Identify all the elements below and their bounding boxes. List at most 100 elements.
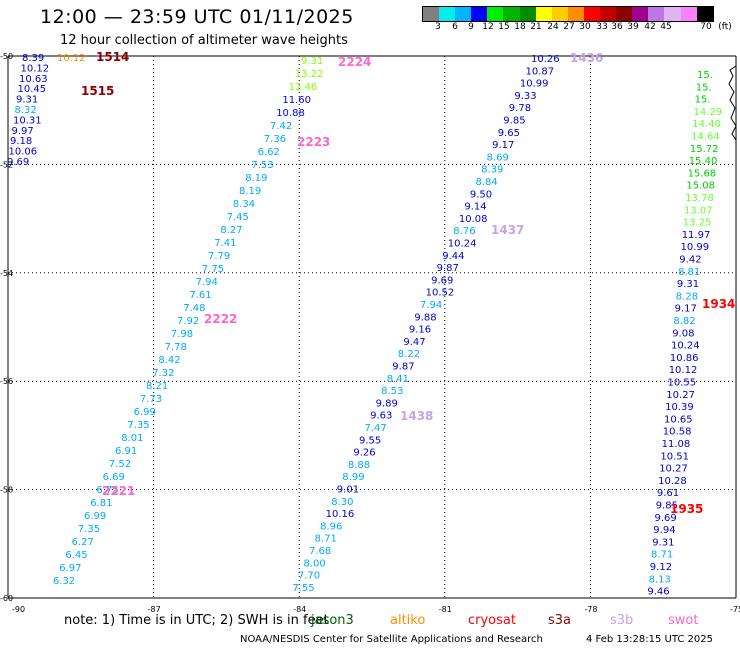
wave-height-value: 9.78 [509,103,531,114]
wave-height-value: 15.40 [689,156,718,167]
wave-height-value: 10.28 [658,476,687,487]
wave-height-value: 8.99 [342,472,364,483]
footer-note: note: 1) Time is in UTC; 2) SWH is in fe… [64,613,329,628]
color-scale-label: 39 [627,22,639,32]
wave-height-value: 8.39 [481,165,503,176]
wave-height-value: 10.65 [664,414,693,425]
wave-height-value: 6.99 [84,511,106,522]
color-scale-swatch [439,7,456,21]
wave-height-value: 6.75 [96,485,118,496]
wave-height-value: 9.87 [437,263,459,274]
color-scale-label: 15 [498,22,510,32]
wave-height-value: 7.98 [171,329,193,340]
wave-height-value: 10.27 [659,464,688,475]
wave-height-value: 7.47 [365,423,387,434]
wave-height-value: 9.18 [10,136,32,147]
wave-height-value: 7.45 [227,212,249,223]
color-scale-swatch [680,7,697,21]
color-scale-label: 36 [611,22,623,32]
wave-height-value: 8.76 [453,226,475,237]
wave-height-value: 9.33 [514,91,536,102]
wave-height-value: 8.27 [220,225,242,236]
pass-labels: 1514 1515 2224 2223 2222 2221 1436 1437 1438 1934… [81,50,735,516]
wave-height-value: 8.22 [398,349,420,360]
wave-height-value: 11.08 [662,439,691,450]
wave-height-value: 6.99 [134,407,156,418]
wave-height-value: 10.51 [660,451,689,462]
wave-height-value: 7.36 [264,134,286,145]
color-scale-label: 12 [482,22,494,32]
wave-height-value: 6.62 [258,147,280,158]
wave-height-value: 9.69 [7,157,29,168]
wave-height-value: 10.16 [326,509,355,520]
color-scale-swatch [487,7,504,21]
longitude-tick-label: -78 [584,605,597,614]
longitude-tick-label: -90 [12,605,25,614]
wave-height-value: 9.01 [337,485,359,496]
wave-height-value: 10.26 [531,54,560,65]
wave-height-value: 11.97 [682,230,711,241]
wave-height-value: 6.45 [65,550,87,561]
wave-height-value: 9.12 [650,562,672,573]
satellite-legend-item: swot [668,613,699,628]
pass-id-label: 1436 [570,51,603,65]
wave-height-value: 9.97 [12,126,34,137]
wave-height-value: 6.81 [90,498,112,509]
map-subtitle: 12 hour collection of altimeter wave hei… [60,33,348,48]
wave-height-value: 8.00 [304,558,326,569]
map-title: 12:00 — 23:59 UTC 01/11/2025 [40,6,354,28]
longitude-tick-label: -75 [730,605,740,614]
wave-height-value: 15. [697,70,713,81]
wave-height-value: 9.44 [442,251,464,262]
color-scale-swatch [632,7,649,21]
wave-height-value: 7.79 [208,251,230,262]
latitude-tick-label: -56 [0,377,13,386]
wave-height-value: 7.48 [183,303,205,314]
wave-height-value: 8.42 [158,355,180,366]
satellite-legend-item: s3b [610,613,634,628]
pass-id-label: 2224 [338,55,371,69]
wave-height-value: 10.12 [21,63,50,74]
wave-height-value: 10.12 [669,365,698,376]
wave-height-value: 15.72 [690,144,719,155]
pass-id-label: 1935 [670,502,703,516]
wave-height-value: 7.35 [127,420,149,431]
wave-height-value: 7.94 [420,300,442,311]
wave-height-value: 10.58 [663,427,692,438]
wave-height-value: 7.35 [78,524,100,535]
color-scale-swatch [535,7,552,21]
wave-height-value: 7.53 [251,160,273,171]
color-scale-swatch [600,7,617,21]
wave-height-value: 9.08 [672,328,694,339]
wave-height-value: 8.34 [233,199,255,210]
wave-height-value: 10.27 [666,390,695,401]
wave-height-value: 9.87 [392,362,414,373]
wave-height-value: 10.08 [459,214,488,225]
wave-height-value: 8.21 [146,381,168,392]
color-scale-swatch [567,7,584,21]
wave-height-value: 7.68 [309,546,331,557]
latitude-tick-label: -58 [0,486,13,495]
color-scale-label: 70 [700,22,712,32]
wave-height-value: 10.55 [668,378,697,389]
wave-height-value: 8.19 [239,186,261,197]
wave-height-value: 15.68 [688,168,717,179]
wave-height-value: 10.99 [520,79,549,90]
color-scale-label: 21 [530,22,542,32]
wave-height-value: 9.69 [655,513,677,524]
latitude-tick-label: -52 [0,160,13,169]
color-scale-label: 6 [452,22,458,32]
wave-height-value: 10.31 [13,115,42,126]
wave-height-value: 14.64 [691,132,720,143]
wave-height-value: 9.46 [647,587,669,598]
wave-height-value: 6.97 [59,563,81,574]
color-scale-swatch [648,7,665,21]
latitude-tick-label: -50 [0,52,13,61]
longitude-tick-label: -84 [293,605,306,614]
wave-height-color-scale [422,6,714,22]
wave-height-value: 9.63 [370,411,392,422]
wave-height-value: 13.46 [289,82,318,93]
wave-height-value: 10.87 [526,66,555,77]
wave-height-value: 14.40 [692,119,721,130]
